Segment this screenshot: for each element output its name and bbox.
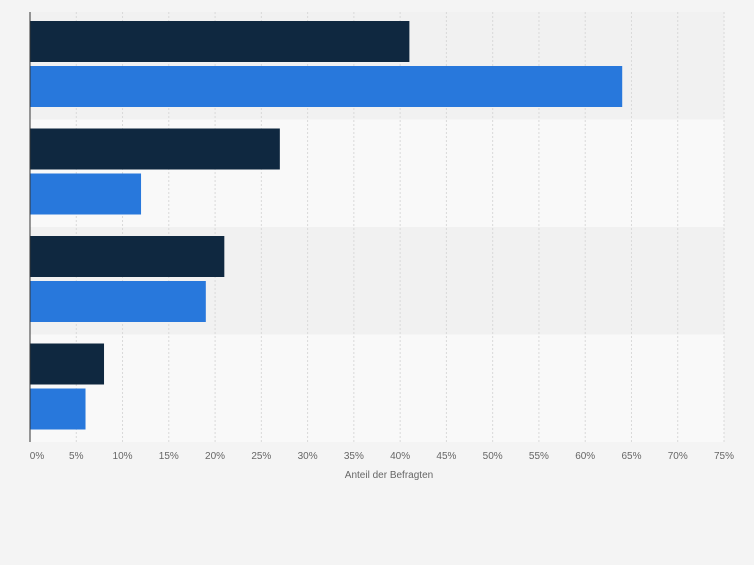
x-axis-title: Anteil der Befragten [345, 470, 433, 481]
x-tick-label: 10% [113, 451, 133, 462]
x-tick-label: 55% [529, 451, 549, 462]
bar-series-1-category-2[interactable] [30, 128, 280, 170]
x-tick-label: 35% [344, 451, 364, 462]
bar-series-2-category-3[interactable] [30, 281, 206, 322]
bar-series-2-category-2[interactable] [30, 173, 142, 215]
x-tick-label: 60% [575, 451, 595, 462]
x-tick-label: 65% [621, 451, 641, 462]
x-tick-label: 40% [390, 451, 410, 462]
x-axis-ticks: 0% 5% 10% 15% 20% 25% 30% 35% 40% 45% 50% 55% 60% 65%… [30, 451, 734, 462]
x-tick-label: 25% [251, 451, 271, 462]
category-band-4 [30, 334, 724, 442]
x-tick-label: 50% [483, 451, 503, 462]
x-tick-label: 20% [205, 451, 225, 462]
bars [30, 21, 623, 430]
bar-series-1-category-3[interactable] [30, 236, 225, 277]
x-tick-label: 45% [436, 451, 456, 462]
x-tick-label: 75% [714, 451, 734, 462]
x-tick-label: 70% [668, 451, 688, 462]
bar-series-2-category-1[interactable] [30, 66, 623, 107]
x-tick-label: 15% [159, 451, 179, 462]
bar-series-2-category-4[interactable] [30, 388, 86, 430]
bar-series-1-category-1[interactable] [30, 21, 410, 62]
x-tick-label: 0% [30, 451, 45, 462]
x-tick-label: 30% [298, 451, 318, 462]
bar-series-1-category-4[interactable] [30, 343, 105, 385]
x-tick-label: 5% [69, 451, 84, 462]
